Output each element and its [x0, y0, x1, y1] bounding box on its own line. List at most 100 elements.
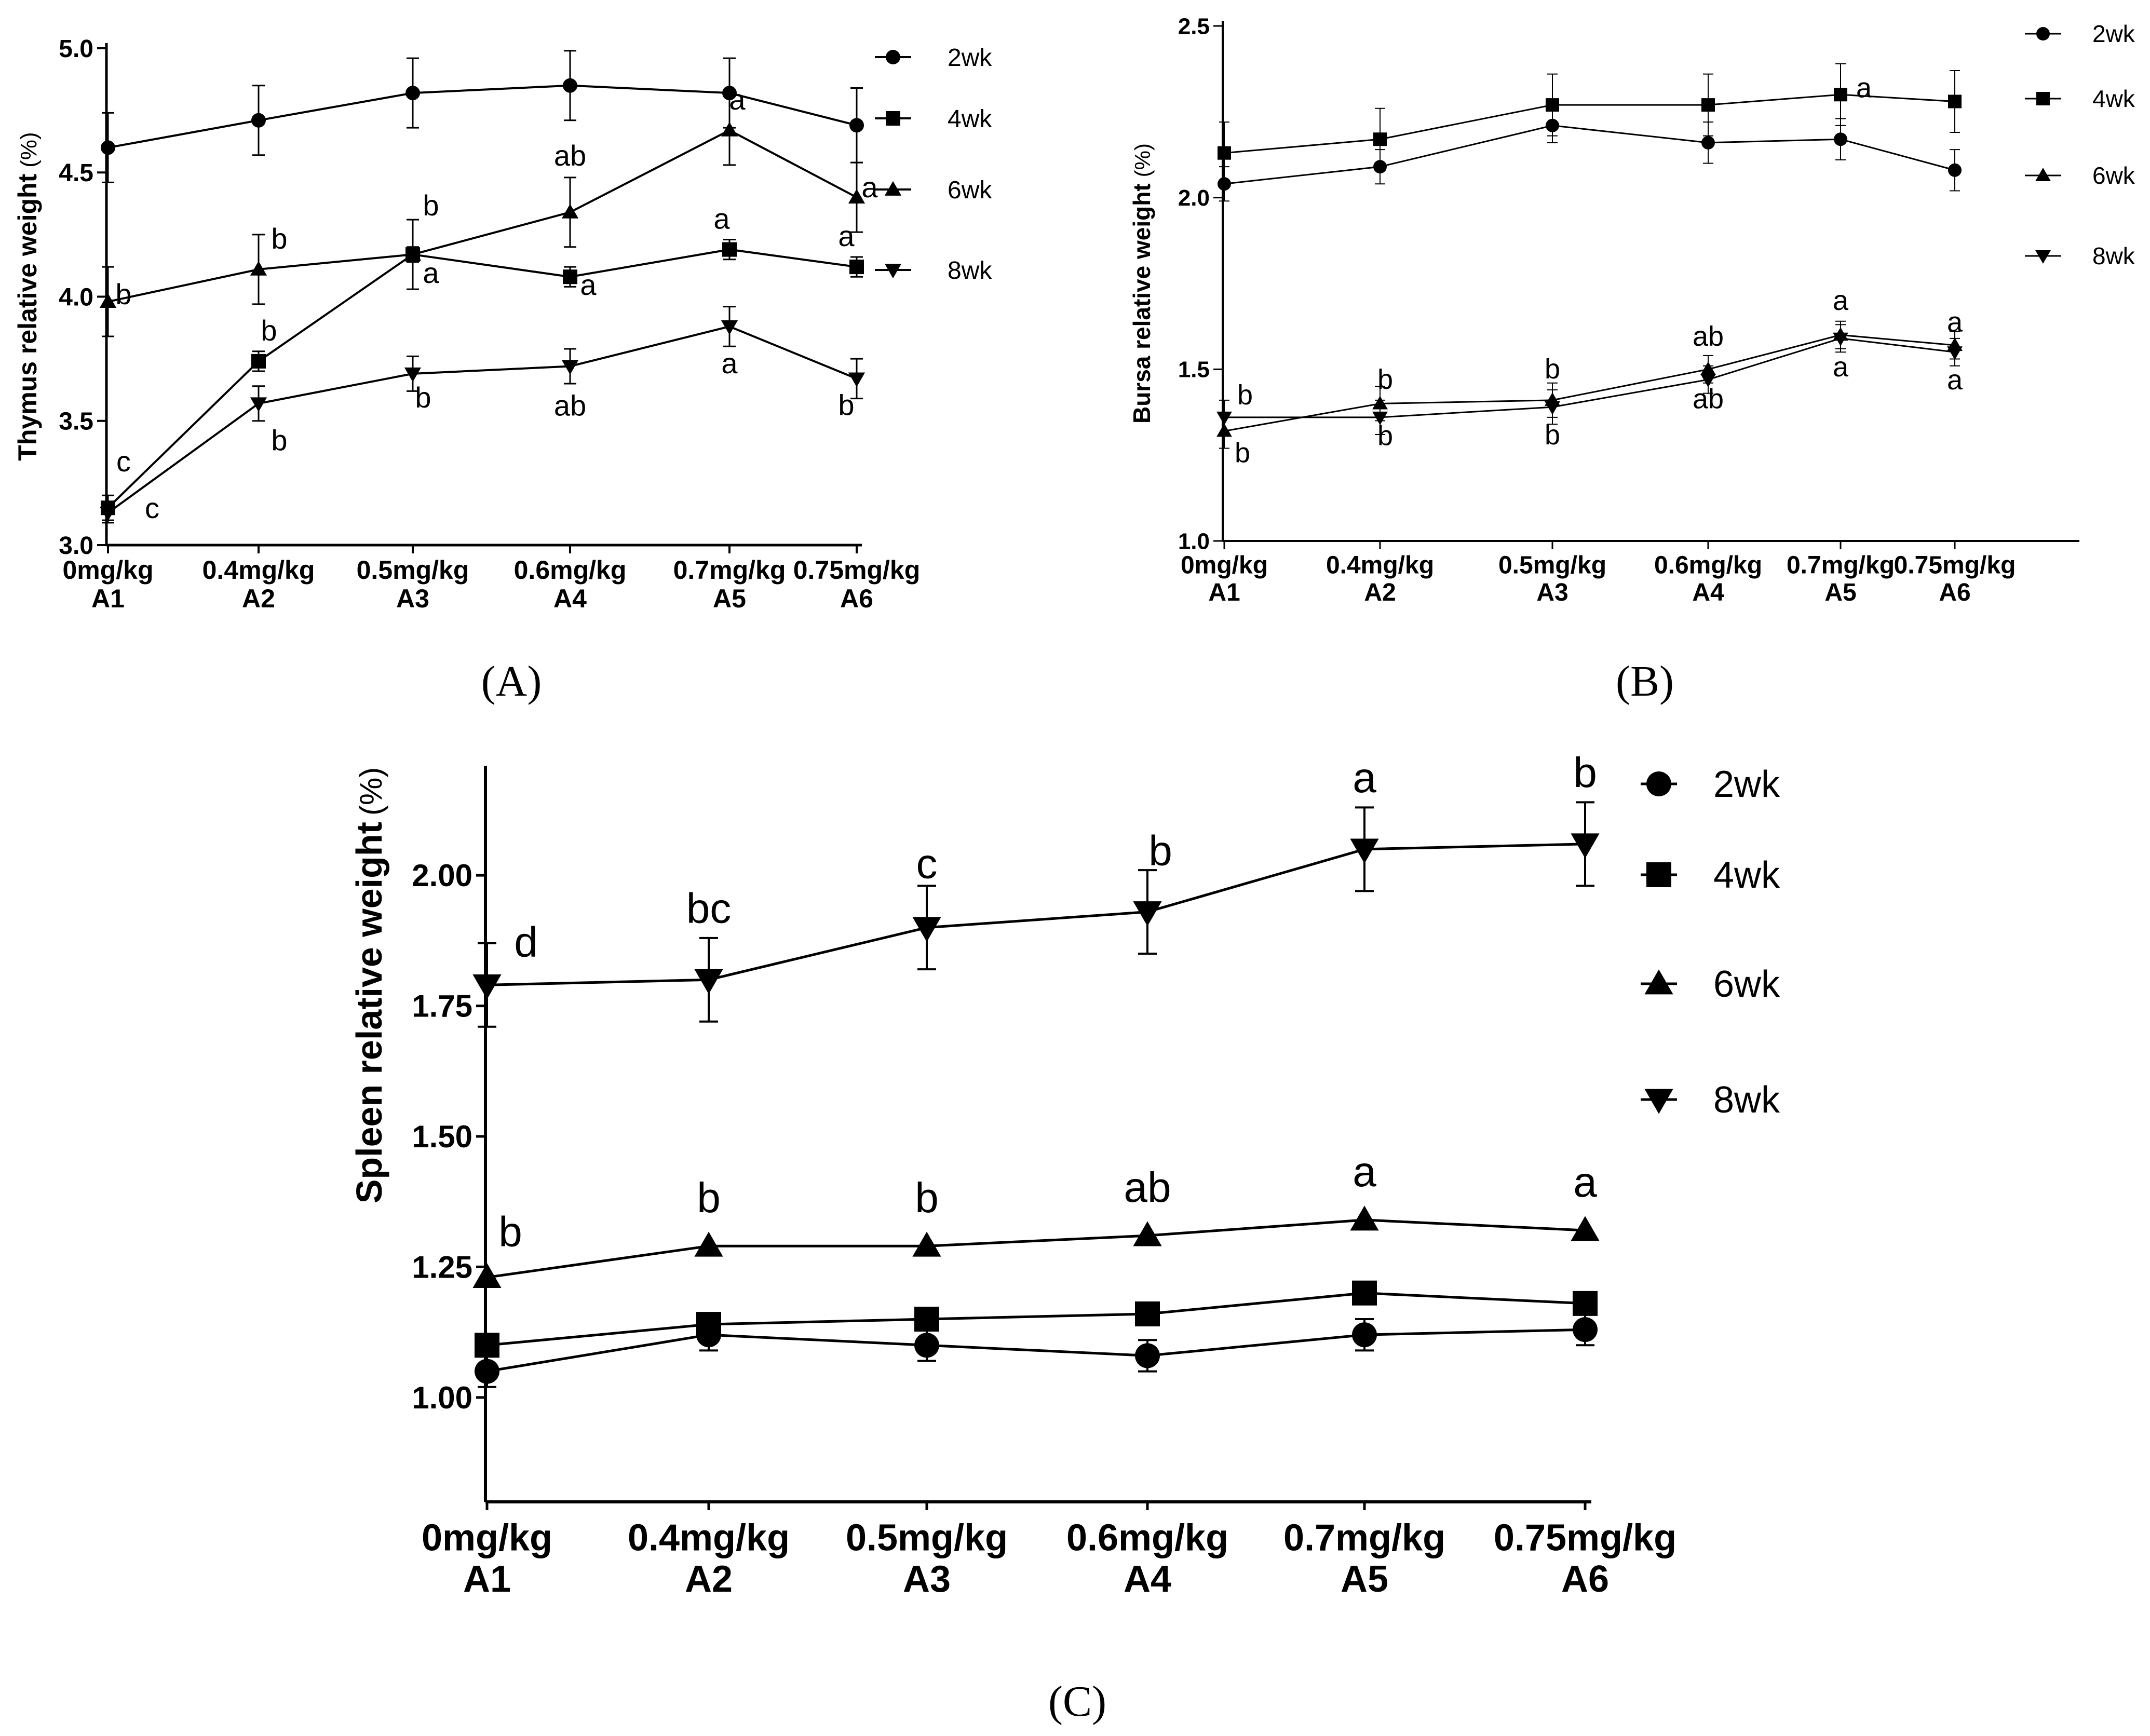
series-line-4wk — [107, 248, 857, 509]
series-line-4wk — [1224, 93, 1955, 154]
data-point-4wk — [563, 269, 577, 284]
x-tick-label-dose: 0.6mg/kg — [1066, 1517, 1228, 1559]
x-tick-label-dose: 0.4mg/kg — [628, 1517, 790, 1559]
panel-caption-a: (A) — [481, 657, 542, 706]
legend-label-4wk: 4wk — [948, 105, 992, 133]
series-line-6wk — [486, 1218, 1586, 1279]
data-point-6wk — [561, 204, 579, 219]
x-tick-label-dose: 0.7mg/kg — [673, 555, 786, 585]
significance-letter: a — [861, 171, 878, 204]
data-point-2wk — [1352, 1322, 1377, 1348]
data-point-2wk — [1135, 1343, 1160, 1368]
legend-marker-6wk — [884, 181, 902, 196]
significance-letter: c — [145, 492, 159, 524]
y-tick-label: 4.5 — [59, 159, 93, 187]
data-point-2wk — [475, 1359, 499, 1384]
series-8wk: d bc c b a b 8wk — [472, 749, 1780, 1121]
x-tick-label-dose: 0.4mg/kg — [1326, 551, 1434, 579]
data-point-8wk — [1700, 374, 1716, 388]
significance-letter: a — [1947, 306, 1963, 337]
data-point-4wk — [475, 1333, 499, 1358]
y-tick-label: 3.0 — [59, 532, 93, 560]
significance-letter: b — [423, 189, 439, 222]
y-axis-unit: (%) — [354, 767, 388, 816]
significance-letter: a — [423, 256, 439, 289]
legend-marker-4wk — [1646, 862, 1671, 887]
data-point-8wk — [1947, 346, 1963, 360]
x-tick-label-group: A5 — [1824, 579, 1856, 606]
data-point-8wk — [99, 506, 117, 521]
data-point-4wk — [914, 1307, 939, 1332]
legend-marker-2wk — [886, 50, 900, 64]
series-line-8wk — [107, 325, 857, 514]
x-tick-label-group: A2 — [242, 584, 275, 613]
x-tick-label-group: A4 — [553, 584, 587, 613]
y-tick-label: 5.0 — [59, 35, 93, 63]
significance-letter: b — [271, 222, 287, 255]
data-point-6wk — [1133, 1221, 1162, 1246]
series-2wk: 2wk — [475, 764, 1780, 1388]
legend-label-2wk: 2wk — [948, 44, 992, 72]
significance-letter: ab — [1124, 1164, 1171, 1211]
x-tick-label-dose: 0.5mg/kg — [1498, 551, 1606, 579]
x-tick-label-group: A2 — [685, 1558, 733, 1600]
x-tick-label-dose: 0.6mg/kg — [1654, 551, 1762, 579]
y-tick-label: 2.00 — [412, 858, 472, 893]
significance-letter: b — [271, 424, 287, 456]
data-point-4wk — [1135, 1301, 1160, 1326]
data-point-8wk — [1216, 411, 1232, 425]
significance-letter: b — [261, 314, 277, 347]
y-tick-label: 4.0 — [59, 283, 93, 311]
significance-letter: ab — [554, 389, 586, 422]
data-point-4wk — [696, 1312, 721, 1337]
significance-letter: b — [415, 381, 431, 414]
y-tick-label: 1.50 — [412, 1119, 472, 1154]
significance-letter: c — [916, 840, 938, 888]
legend-marker-8wk — [1644, 1089, 1673, 1114]
significance-letter: c — [116, 445, 131, 478]
series-line-6wk — [1224, 334, 1955, 432]
significance-letter: a — [713, 202, 730, 235]
data-point-4wk — [251, 354, 266, 369]
significance-letter: b — [697, 1174, 721, 1222]
data-point-4wk — [849, 260, 864, 275]
y-tick-label: 1.25 — [412, 1250, 472, 1284]
x-tick-label-dose: 0mg/kg — [1181, 551, 1268, 579]
y-axis-title-text: Bursa relative weight — [1128, 183, 1155, 424]
x-tick-label-dose: 0mg/kg — [62, 555, 153, 585]
x-tick-label-dose: 0.5mg/kg — [846, 1517, 1008, 1559]
series-line-2wk — [486, 1328, 1586, 1373]
y-tick-label: 3.5 — [59, 408, 93, 436]
data-point-6wk — [694, 1231, 723, 1257]
x-tick-label-dose: 0.7mg/kg — [1283, 1517, 1445, 1559]
x-tick-label-dose: 0.75mg/kg — [1894, 551, 2016, 579]
significance-letter: a — [1856, 72, 1872, 103]
significance-letter: a — [721, 347, 738, 379]
data-point-8wk — [250, 397, 267, 412]
data-point-6wk — [1571, 1216, 1600, 1241]
significance-letter: a — [1353, 754, 1376, 802]
legend-label-4wk: 4wk — [2092, 85, 2135, 112]
legend-label-8wk: 8wk — [1713, 1079, 1780, 1121]
data-point-4wk — [1218, 146, 1231, 160]
data-point-2wk — [563, 78, 577, 93]
data-point-8wk — [912, 917, 941, 942]
significance-letter: b — [838, 388, 854, 421]
significance-letter: ab — [554, 139, 586, 172]
data-point-2wk — [914, 1333, 939, 1358]
data-point-2wk — [101, 140, 115, 155]
data-point-8wk — [1833, 332, 1848, 346]
legend-label-8wk: 8wk — [948, 257, 992, 284]
data-point-4wk — [1373, 132, 1387, 146]
data-point-6wk — [848, 189, 866, 204]
data-point-2wk — [1701, 135, 1715, 150]
y-axis-title-text: Thymus relative weight — [13, 173, 42, 460]
y-tick-label: 1.00 — [412, 1380, 472, 1415]
y-axis-title: Spleen relative weight (%) — [349, 767, 389, 1204]
y-tick-label: 1.75 — [412, 989, 472, 1024]
x-tick-label-group: A5 — [1341, 1558, 1388, 1600]
